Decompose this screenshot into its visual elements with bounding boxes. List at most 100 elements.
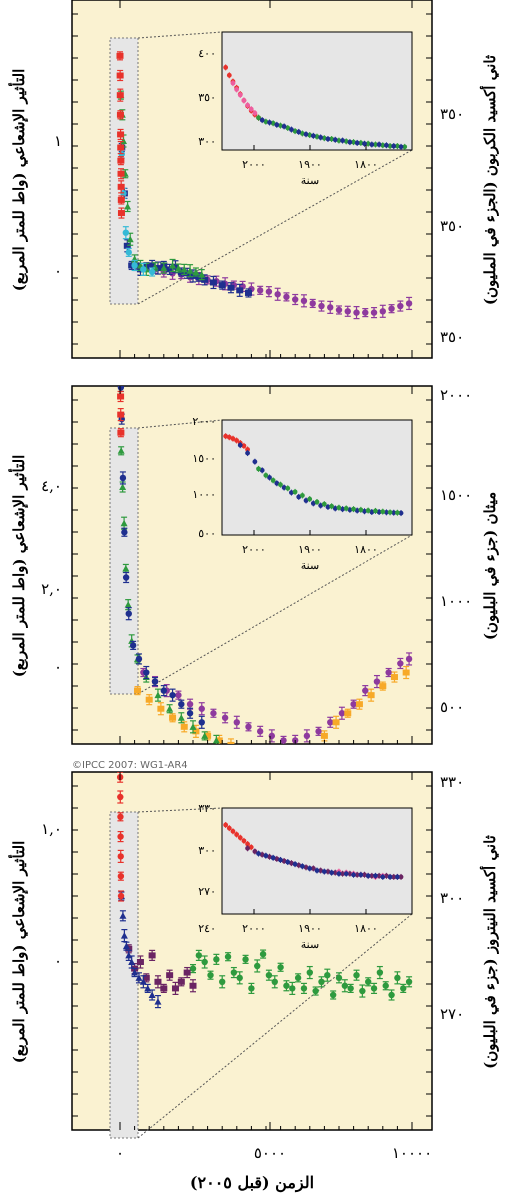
inset-data-point — [362, 872, 367, 878]
data-point — [135, 974, 143, 981]
ch4-left-tick-2: ٤,٠ — [41, 477, 62, 495]
inset-n2o-xtick-2: ١٨٠٠ — [354, 922, 378, 935]
inset-data-point — [318, 503, 324, 508]
inset-data-point — [285, 125, 291, 131]
inset-data-point — [358, 872, 364, 878]
inset-data-point — [354, 872, 360, 878]
data-point — [154, 691, 162, 699]
inset-data-point — [245, 450, 250, 456]
inset-data-point — [223, 822, 229, 828]
inset-n2o-ytick-1: ٣٠٠ — [198, 844, 216, 857]
inset-data-point — [289, 490, 294, 495]
inset-data-point — [259, 117, 265, 123]
inset-data-point — [354, 140, 360, 146]
data-point — [198, 271, 206, 278]
inset-data-point — [252, 110, 258, 116]
inset-data-point — [263, 119, 269, 125]
inset-data-point — [391, 510, 397, 516]
inset-co2-xtick-2: ١٨٠٠ — [354, 158, 378, 171]
inset-ch4-xtick-0: ٢٠٠٠ — [242, 543, 266, 556]
inset-data-point — [256, 115, 261, 121]
inset-data-point — [362, 508, 367, 514]
data-point — [271, 978, 278, 985]
inset-n2o-xtick-0: ٢٠٠٠ — [242, 922, 266, 935]
data-point — [122, 574, 130, 581]
data-point — [347, 985, 354, 992]
data-point — [171, 985, 179, 992]
data-point — [318, 302, 325, 310]
ch4-right-tick-2: ١٥٠٠ — [440, 486, 472, 504]
inset-data-point — [369, 509, 375, 515]
data-point — [327, 719, 334, 726]
inset-data-point — [398, 874, 404, 880]
inset-data-point — [267, 475, 272, 480]
data-point — [117, 131, 125, 138]
data-point — [154, 978, 162, 985]
data-point — [355, 701, 363, 708]
inset-data-point — [325, 136, 331, 142]
data-point — [397, 660, 404, 667]
inset-data-point — [376, 142, 382, 147]
inset-data-point — [285, 485, 291, 491]
data-point — [209, 279, 217, 286]
data-point — [318, 978, 325, 985]
data-point — [160, 264, 168, 272]
data-point — [212, 736, 220, 744]
inset-data-point — [296, 129, 302, 135]
ch4-left-tick-1: ٢,٠ — [41, 580, 62, 598]
inset-data-point — [237, 92, 243, 98]
data-point — [136, 959, 144, 965]
data-point — [312, 987, 319, 995]
inset-data-point — [365, 141, 371, 147]
co2-left-tick-0: ٠ — [54, 262, 62, 280]
data-point — [151, 678, 159, 685]
inset-data-point — [267, 854, 272, 860]
data-point — [117, 813, 124, 820]
data-point — [244, 289, 252, 296]
data-point — [324, 972, 331, 979]
data-point — [236, 287, 244, 294]
inset-data-point — [241, 443, 247, 449]
inset-n2o-xtick-1: ١٩٠٠ — [298, 922, 322, 935]
inset-data-point — [234, 438, 240, 443]
inset-co2-ytick-0: ٤٠٠ — [198, 47, 216, 60]
inset-data-point — [292, 128, 298, 134]
data-point — [259, 950, 267, 958]
data-point — [178, 701, 185, 708]
data-point — [131, 969, 139, 976]
data-point — [373, 678, 381, 685]
inset-data-point — [226, 72, 232, 78]
data-point — [117, 411, 125, 418]
inset-data-point — [321, 501, 327, 507]
data-point — [171, 263, 179, 270]
data-point — [265, 972, 273, 979]
data-point — [125, 249, 132, 256]
inset-co2-ytick-1: ٣٥٠ — [198, 91, 216, 104]
data-point — [350, 701, 357, 708]
data-point — [125, 610, 132, 617]
data-point — [204, 732, 212, 739]
data-point — [116, 92, 124, 99]
data-point — [289, 985, 296, 992]
ch4-inset-plot — [223, 433, 404, 535]
data-point — [122, 229, 130, 236]
data-point — [119, 912, 127, 919]
data-point — [251, 751, 258, 757]
data-point — [245, 723, 252, 731]
inset-data-point — [310, 500, 316, 506]
data-point — [388, 991, 395, 999]
inset-ch4-xtick-1: ١٩٠٠ — [298, 543, 322, 556]
data-point — [117, 170, 125, 177]
data-point — [283, 293, 290, 301]
data-point — [230, 969, 238, 976]
inset-ch4-bg — [221, 419, 413, 536]
data-point — [166, 972, 174, 979]
inset-data-point — [303, 864, 309, 870]
inset-data-point — [343, 871, 349, 877]
ch4-right-tick-0: ٥٠٠ — [440, 698, 464, 716]
inset-co2-bg — [221, 31, 413, 151]
data-point — [180, 265, 188, 273]
inset-co2-xlabel: سنة — [301, 174, 319, 187]
inset-data-point — [296, 862, 302, 868]
data-point — [359, 987, 366, 995]
